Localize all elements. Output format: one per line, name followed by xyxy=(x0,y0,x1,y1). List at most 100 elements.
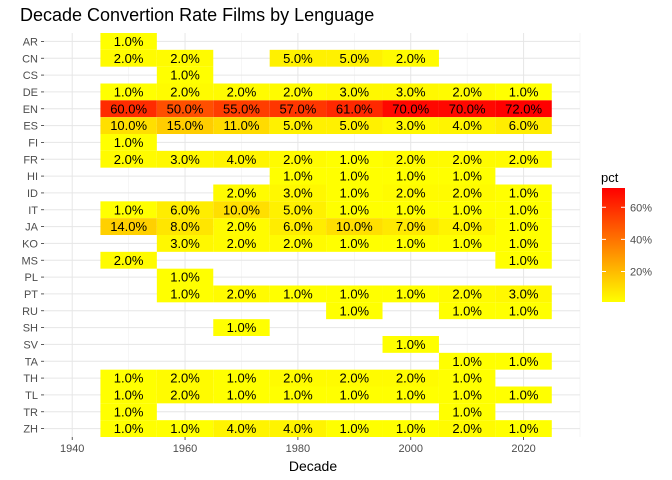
heatmap-cell xyxy=(156,83,214,101)
cell-value-label: 5.0% xyxy=(283,118,313,133)
cell-value-label: 50.0% xyxy=(167,101,204,116)
heatmap-cell xyxy=(382,150,439,168)
cell-value-label: 1.0% xyxy=(452,169,482,184)
chart-title: Decade Convertion Rate Films by Lenguage xyxy=(20,5,374,25)
cell-value-label: 2.0% xyxy=(227,185,257,200)
cell-value-label: 70.0% xyxy=(449,101,486,116)
cell-value-label: 1.0% xyxy=(339,286,369,301)
heatmap-cell xyxy=(438,302,496,320)
y-tick-label: JA xyxy=(25,222,39,234)
heatmap-cell xyxy=(438,369,496,387)
heatmap-cell xyxy=(326,184,383,202)
x-axis: 1940 1960 1980 2000 2020 xyxy=(60,437,536,455)
heatmap-cell xyxy=(156,420,214,437)
cell-value-label: 1.0% xyxy=(396,337,426,352)
cell-value-label: 1.0% xyxy=(339,202,369,217)
heatmap-cell xyxy=(213,150,270,168)
cell-value-label: 2.0% xyxy=(283,371,313,386)
heatmap-cell xyxy=(495,285,552,303)
cell-value-label: 1.0% xyxy=(452,371,482,386)
cell-value-label: 5.0% xyxy=(339,51,369,66)
heatmap-cell xyxy=(100,83,157,101)
heatmap-cell xyxy=(438,285,496,303)
heatmap-cell xyxy=(269,100,327,118)
y-tick-label: FR xyxy=(23,154,38,166)
cell-value-label: 1.0% xyxy=(509,303,539,318)
heatmap-cell xyxy=(438,201,496,219)
cell-value-label: 2.0% xyxy=(396,152,426,167)
heatmap-cell xyxy=(269,201,327,219)
cell-value-label: 1.0% xyxy=(396,421,426,436)
cell-value-label: 1.0% xyxy=(227,387,257,402)
x-tick-label: 2020 xyxy=(511,443,535,455)
y-tick-label: PL xyxy=(25,272,38,284)
cell-value-label: 1.0% xyxy=(283,169,313,184)
cell-value-label: 1.0% xyxy=(114,135,144,150)
y-tick-label: AR xyxy=(23,36,38,48)
cell-value-label: 2.0% xyxy=(170,371,200,386)
heatmap-cell xyxy=(495,184,552,202)
heatmap-cell xyxy=(382,336,439,353)
cell-value-label: 3.0% xyxy=(170,152,200,167)
heatmap-cell xyxy=(213,235,270,252)
cell-value-label: 4.0% xyxy=(283,421,313,436)
cell-value-label: 2.0% xyxy=(283,152,313,167)
cell-value-label: 2.0% xyxy=(170,387,200,402)
heatmap-cell xyxy=(326,150,383,168)
heatmap-cell xyxy=(326,285,383,303)
heatmap-cell xyxy=(269,285,327,303)
heatmap-cell xyxy=(438,420,496,437)
heatmap-cell xyxy=(382,235,439,252)
cell-value-label: 2.0% xyxy=(283,84,313,99)
cell-value-label: 1.0% xyxy=(114,84,144,99)
y-tick-label: FI xyxy=(28,137,38,149)
heatmap-cell xyxy=(495,100,552,118)
cell-value-label: 2.0% xyxy=(170,84,200,99)
cell-value-label: 2.0% xyxy=(283,236,313,251)
heatmap-cell xyxy=(438,167,496,185)
cell-value-label: 61.0% xyxy=(336,101,373,116)
heatmap-cell xyxy=(100,49,157,67)
y-tick-label: HI xyxy=(27,171,38,183)
legend-tick-label: 20% xyxy=(630,266,652,278)
cell-value-label: 1.0% xyxy=(339,421,369,436)
cell-value-label: 2.0% xyxy=(396,51,426,66)
heatmap-cell xyxy=(326,83,383,101)
cell-value-label: 2.0% xyxy=(170,51,200,66)
legend-title: pct xyxy=(601,170,619,185)
y-tick-label: CN xyxy=(22,53,38,65)
x-axis-title: Decade xyxy=(289,458,337,474)
color-legend: pct 20% 40% 60% xyxy=(601,170,652,302)
cell-value-label: 10.0% xyxy=(223,202,260,217)
cell-value-label: 2.0% xyxy=(227,236,257,251)
cell-value-label: 1.0% xyxy=(170,270,200,285)
cell-value-label: 1.0% xyxy=(114,387,144,402)
cell-value-label: 2.0% xyxy=(509,152,539,167)
cell-value-label: 57.0% xyxy=(279,101,316,116)
cell-value-label: 1.0% xyxy=(509,84,539,99)
y-tick-label: TA xyxy=(25,356,39,368)
heatmap-cell xyxy=(382,100,439,118)
cell-value-label: 1.0% xyxy=(114,404,144,419)
legend-colorbar xyxy=(602,188,625,302)
y-tick-label: KO xyxy=(22,238,38,250)
heatmap-cell xyxy=(495,352,552,370)
cell-value-label: 60.0% xyxy=(110,101,147,116)
y-tick-label: SV xyxy=(23,339,38,351)
cell-value-label: 1.0% xyxy=(452,404,482,419)
y-tick-label: IT xyxy=(28,205,38,217)
y-tick-label: TR xyxy=(23,407,38,419)
cell-value-label: 1.0% xyxy=(396,236,426,251)
heatmap-cell xyxy=(438,100,496,118)
heatmap-cell xyxy=(326,386,383,404)
cell-value-label: 14.0% xyxy=(110,219,147,234)
heatmap-cell xyxy=(156,285,214,303)
heatmap-cell xyxy=(213,201,270,219)
heatmap-cell xyxy=(213,218,270,235)
heatmap-cell xyxy=(382,184,439,202)
heatmap-cell xyxy=(495,218,552,235)
cell-value-label: 6.0% xyxy=(170,202,200,217)
cell-value-label: 1.0% xyxy=(170,286,200,301)
heatmap-cell xyxy=(438,184,496,202)
